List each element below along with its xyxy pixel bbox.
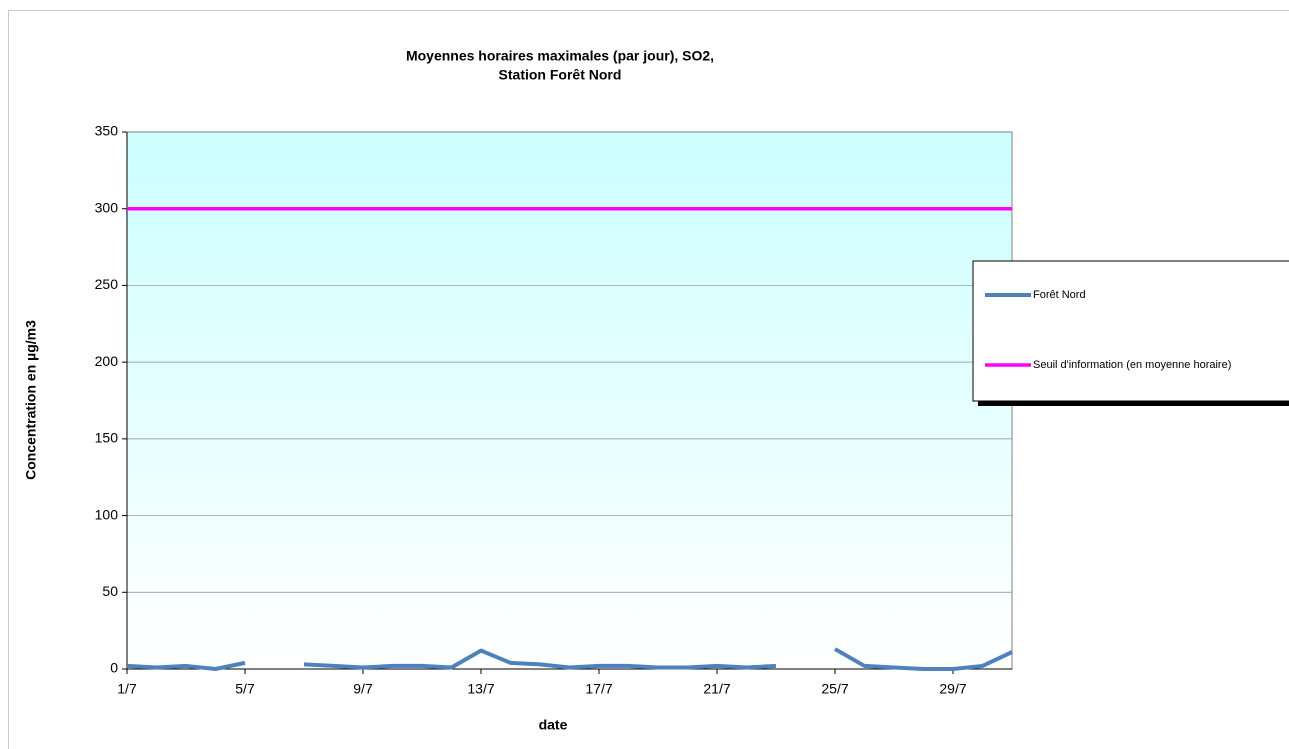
x-tick-label: 29/7: [939, 681, 966, 697]
y-tick-label: 0: [110, 660, 118, 676]
y-tick-label: 250: [95, 276, 119, 292]
x-tick-label: 9/7: [353, 681, 373, 697]
x-tick-label: 13/7: [467, 681, 494, 697]
y-tick-label: 200: [95, 353, 119, 369]
y-tick-label: 300: [95, 199, 119, 215]
y-tick-label: 50: [102, 583, 118, 599]
x-axis-label: date: [539, 717, 568, 733]
chart-border: [8, 10, 1289, 749]
legend: [972, 260, 1289, 402]
chart-title: Moyennes horaires maximales (par jour), …: [406, 48, 714, 64]
x-tick-label: 21/7: [703, 681, 730, 697]
y-axis-label: Concentration en µg/m3: [23, 320, 39, 480]
x-tick-label: 25/7: [821, 681, 848, 697]
chart-title: Station Forêt Nord: [499, 67, 622, 83]
y-tick-label: 150: [95, 430, 119, 446]
y-tick-label: 350: [95, 123, 119, 139]
y-tick-label: 100: [95, 506, 119, 522]
x-tick-label: 17/7: [585, 681, 612, 697]
legend-label: Seuil d'information (en moyenne horaire): [1033, 359, 1231, 371]
legend-label: Forêt Nord: [1033, 289, 1086, 301]
x-tick-label: 5/7: [235, 681, 255, 697]
plot-area: [127, 132, 1012, 669]
x-tick-label: 1/7: [117, 681, 137, 697]
series-line: [126, 647, 1013, 671]
